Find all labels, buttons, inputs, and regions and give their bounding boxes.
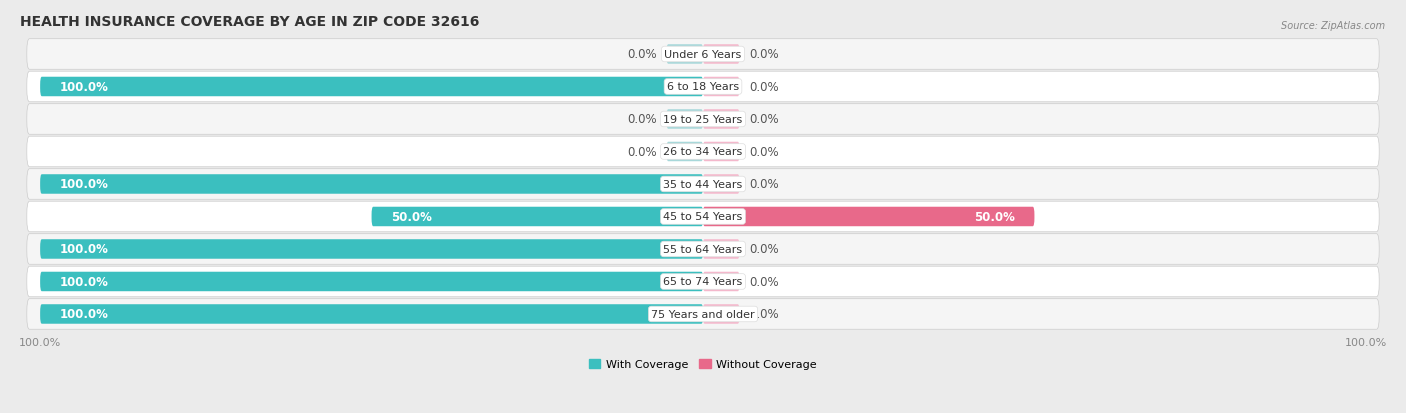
Text: HEALTH INSURANCE COVERAGE BY AGE IN ZIP CODE 32616: HEALTH INSURANCE COVERAGE BY AGE IN ZIP …	[20, 15, 479, 29]
FancyBboxPatch shape	[666, 45, 703, 64]
FancyBboxPatch shape	[27, 299, 1379, 330]
Text: 0.0%: 0.0%	[749, 146, 779, 159]
FancyBboxPatch shape	[703, 304, 740, 324]
Text: Source: ZipAtlas.com: Source: ZipAtlas.com	[1281, 21, 1385, 31]
FancyBboxPatch shape	[27, 137, 1379, 167]
Text: 0.0%: 0.0%	[627, 48, 657, 62]
FancyBboxPatch shape	[41, 78, 703, 97]
FancyBboxPatch shape	[703, 78, 740, 97]
FancyBboxPatch shape	[41, 272, 703, 292]
FancyBboxPatch shape	[371, 207, 703, 227]
Text: 45 to 54 Years: 45 to 54 Years	[664, 212, 742, 222]
FancyBboxPatch shape	[703, 45, 740, 64]
FancyBboxPatch shape	[41, 304, 703, 324]
Text: 65 to 74 Years: 65 to 74 Years	[664, 277, 742, 287]
Text: 100.0%: 100.0%	[60, 275, 108, 288]
Text: 0.0%: 0.0%	[627, 113, 657, 126]
FancyBboxPatch shape	[27, 72, 1379, 102]
Text: 50.0%: 50.0%	[391, 211, 432, 223]
Text: 19 to 25 Years: 19 to 25 Years	[664, 115, 742, 125]
FancyBboxPatch shape	[703, 110, 740, 129]
FancyBboxPatch shape	[703, 175, 740, 194]
FancyBboxPatch shape	[27, 40, 1379, 70]
FancyBboxPatch shape	[703, 272, 740, 292]
FancyBboxPatch shape	[27, 234, 1379, 265]
FancyBboxPatch shape	[703, 240, 740, 259]
FancyBboxPatch shape	[27, 104, 1379, 135]
FancyBboxPatch shape	[27, 202, 1379, 232]
Text: 0.0%: 0.0%	[749, 308, 779, 321]
FancyBboxPatch shape	[27, 266, 1379, 297]
FancyBboxPatch shape	[703, 142, 740, 162]
FancyBboxPatch shape	[41, 240, 703, 259]
Text: 100.0%: 100.0%	[60, 243, 108, 256]
Text: 0.0%: 0.0%	[749, 81, 779, 94]
Text: 35 to 44 Years: 35 to 44 Years	[664, 180, 742, 190]
Text: 100.0%: 100.0%	[60, 81, 108, 94]
Text: 55 to 64 Years: 55 to 64 Years	[664, 244, 742, 254]
Text: 100.0%: 100.0%	[60, 308, 108, 321]
FancyBboxPatch shape	[41, 175, 703, 194]
Text: Under 6 Years: Under 6 Years	[665, 50, 741, 60]
Text: 75 Years and older: 75 Years and older	[651, 309, 755, 319]
Text: 0.0%: 0.0%	[749, 243, 779, 256]
Text: 0.0%: 0.0%	[749, 178, 779, 191]
Text: 0.0%: 0.0%	[627, 146, 657, 159]
Text: 0.0%: 0.0%	[749, 275, 779, 288]
Text: 26 to 34 Years: 26 to 34 Years	[664, 147, 742, 157]
FancyBboxPatch shape	[703, 207, 1035, 227]
Text: 6 to 18 Years: 6 to 18 Years	[666, 82, 740, 92]
Text: 100.0%: 100.0%	[60, 178, 108, 191]
Text: 50.0%: 50.0%	[974, 211, 1015, 223]
FancyBboxPatch shape	[666, 110, 703, 129]
Text: 0.0%: 0.0%	[749, 113, 779, 126]
FancyBboxPatch shape	[27, 169, 1379, 200]
Text: 0.0%: 0.0%	[749, 48, 779, 62]
FancyBboxPatch shape	[666, 142, 703, 162]
Legend: With Coverage, Without Coverage: With Coverage, Without Coverage	[585, 355, 821, 374]
